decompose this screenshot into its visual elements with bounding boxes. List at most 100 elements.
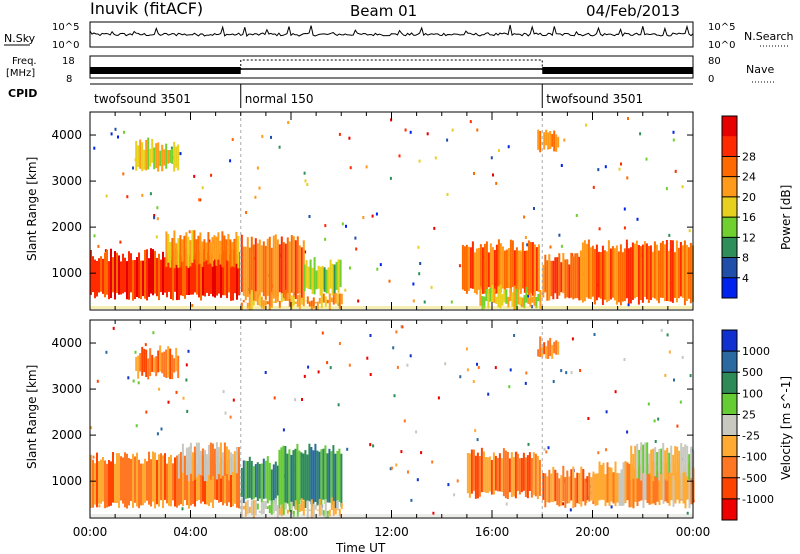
data-cell-5 [509,239,512,297]
data-cell-9 [171,354,174,380]
data-cell-1 [201,241,204,267]
data-cell-6 [515,288,518,310]
data-cell-9 [141,346,144,376]
noise-cell [569,508,572,512]
data-cell-0 [232,461,234,507]
colorbar-tick-label: -1000 [742,493,774,506]
noise-cell [562,502,564,506]
noise-cell [593,333,596,336]
nsearch-label: N.Search [744,30,794,43]
data-cell-10 [557,136,560,148]
data-cell-0 [214,464,216,500]
data-cell-0 [200,253,202,301]
data-cell-0 [102,258,104,294]
noise-cell [337,403,340,407]
data-cell-1 [171,238,174,261]
data-cell-4 [326,510,329,518]
data-cell-0 [150,248,152,294]
data-cell-3 [336,451,339,501]
data-cell-8 [654,447,657,477]
data-cell-8 [615,245,618,305]
data-cell-4 [314,504,317,510]
data-cell-3 [338,448,341,502]
data-cell-1 [211,237,214,267]
data-cell-10 [549,337,552,357]
colorbar-swatch [722,277,737,299]
noise-cell [158,387,161,391]
data-cell-7 [614,461,617,507]
data-cell-2 [284,243,287,295]
noise-cell [660,328,663,332]
noise-cell [93,234,96,238]
data-cell-6 [501,294,504,306]
colorbar-swatch [722,393,737,415]
data-cell-0 [222,460,224,506]
data-cell-5 [497,239,500,294]
data-cell-3 [274,290,277,303]
data-cell-7 [640,472,643,501]
colorbar-swatch [722,372,737,394]
data-cell-6 [537,293,540,302]
data-cell-3 [314,443,317,502]
noise-cell [132,379,135,383]
data-cell-8 [682,446,685,473]
colorbar-tick-label: 12 [742,231,756,244]
data-cell-9 [165,349,168,378]
data-cell-10 [543,342,546,355]
data-cell-6 [517,285,520,305]
noise-cell [198,198,201,202]
noise-cell [193,174,196,178]
noise-cell [508,385,511,389]
data-cell-1 [181,443,184,473]
data-cell-8 [660,448,663,475]
data-cell-1 [213,235,216,260]
data-cell-2 [256,243,259,299]
data-cell-8 [601,245,604,305]
data-cell-5 [467,246,470,291]
noise-cell [598,227,601,231]
noise-cell [167,400,170,404]
data-cell-4 [278,508,281,516]
data-cell-0 [130,458,132,502]
data-cell-3 [298,294,301,310]
data-cell-0 [152,451,154,502]
data-cell-1 [227,233,230,262]
data-cell-9 [177,144,180,171]
noise-cell [403,419,406,423]
data-cell-8 [642,444,645,474]
data-cell-8 [630,445,633,480]
noise-cell [175,390,178,394]
data-cell-9 [161,352,164,374]
data-cell-7 [568,264,571,299]
data-cell-4 [310,499,313,518]
data-cell-4 [325,269,328,294]
data-cell-5 [470,449,473,494]
data-cell-8 [671,240,674,303]
data-cell-6 [529,292,532,307]
data-cell-2 [244,246,247,301]
data-cell-9 [169,348,172,380]
data-cell-3 [334,292,337,304]
freq-tick-low: 8 [66,74,72,85]
noise-cell [182,396,185,400]
data-cell-4 [311,267,314,294]
data-cell-4 [240,497,243,518]
data-cell-3 [286,292,289,301]
data-cell-8 [662,442,665,474]
data-cell-3 [270,291,273,308]
data-cell-4 [305,260,308,288]
data-cell-2 [278,244,281,293]
noise-cell [417,245,420,249]
data-cell-7 [546,260,549,301]
cpid-segments: twofsound 3501 normal 150 twofsound 3501 [94,84,643,108]
data-cell-1 [197,235,200,265]
noise-cell [437,396,440,400]
data-cell-3 [290,454,293,502]
data-cell-1 [227,449,230,481]
noise-cell [90,426,93,430]
data-cell-9 [139,353,142,372]
nsky-panel-frame [89,21,694,48]
cpid-segment-label: twofsound 3501 [546,92,643,106]
noise-cell [618,167,621,171]
data-cell-9 [173,141,176,172]
